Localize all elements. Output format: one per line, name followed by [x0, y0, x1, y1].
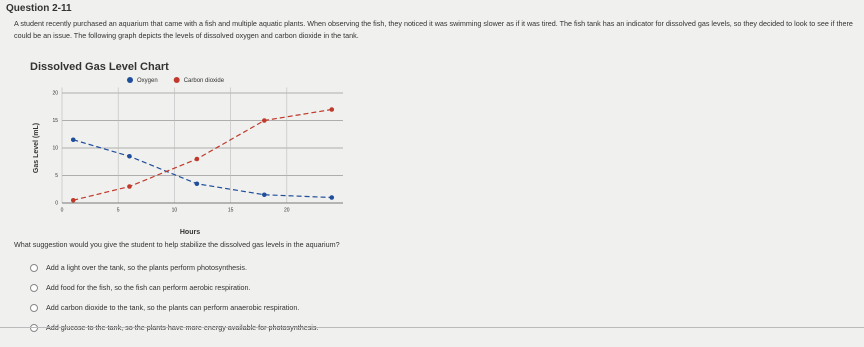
option-text[interactable]: Add food for the fish, so the fish can p…: [46, 283, 251, 292]
y-tick-label: 10: [52, 145, 58, 151]
option-text[interactable]: Add carbon dioxide to the tank, so the p…: [46, 303, 300, 312]
series-line: [73, 139, 332, 199]
series-line: [73, 108, 332, 201]
data-point: [262, 118, 267, 123]
x-tick-label: 10: [172, 207, 178, 213]
chart-title: Dissolved Gas Level Chart: [30, 61, 169, 73]
data-point: [127, 184, 132, 189]
option-text[interactable]: Add a light over the tank, so the plants…: [46, 263, 247, 272]
radio-button[interactable]: [30, 283, 38, 292]
data-point: [127, 153, 132, 159]
legend-marker: [127, 77, 133, 83]
data-point: [70, 137, 76, 143]
question-title: Question 2-11: [6, 3, 72, 14]
question: What suggestion would you give the stude…: [14, 240, 340, 249]
data-point: [194, 156, 200, 162]
legend-label: Carbon dioxide: [184, 78, 225, 84]
x-axis-label: Hours: [180, 229, 200, 236]
legend-marker: [173, 77, 180, 83]
y-tick-label: 15: [52, 118, 58, 124]
legend-label: Oxygen: [137, 78, 158, 84]
data-point: [70, 197, 76, 203]
answer-option[interactable]: Add a light over the tank, so the plants…: [30, 263, 247, 272]
divider: [0, 327, 864, 328]
chart: Dissolved Gas Level Chart Hours Gas Leve…: [30, 61, 343, 236]
x-tick-label: 20: [284, 207, 290, 213]
data-point: [194, 181, 200, 187]
data-point: [329, 195, 335, 200]
radio-button[interactable]: [30, 303, 38, 312]
data-point: [329, 107, 335, 112]
x-tick-label: 15: [228, 207, 234, 213]
y-axis-label: Gas Level (mL): [33, 123, 40, 173]
prompt: A student recently purchased an aquarium…: [14, 19, 853, 40]
answer-option[interactable]: Add food for the fish, so the fish can p…: [30, 283, 251, 292]
answer-option[interactable]: Add carbon dioxide to the tank, so the p…: [30, 303, 299, 312]
x-tick-label: 5: [117, 207, 120, 213]
data-point: [262, 192, 267, 198]
y-tick-label: 20: [52, 90, 58, 96]
x-tick-label: 0: [61, 207, 64, 213]
radio-button[interactable]: [30, 263, 38, 272]
y-tick-label: 0: [55, 200, 58, 206]
y-tick-label: 5: [55, 173, 58, 179]
